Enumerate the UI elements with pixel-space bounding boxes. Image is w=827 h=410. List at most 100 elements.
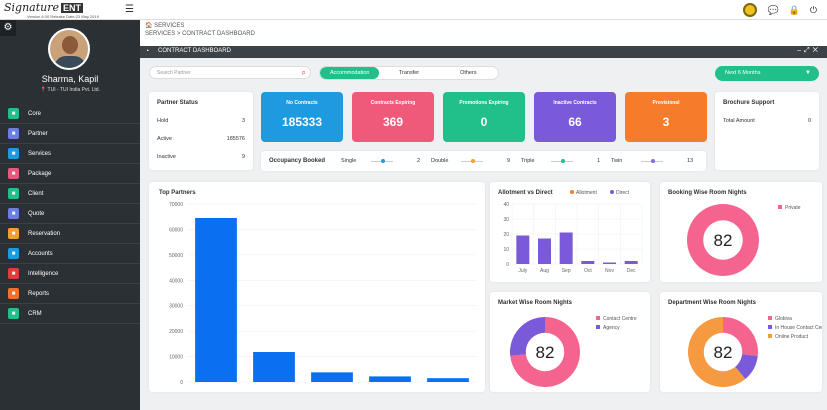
tile-label: Inactive Contracts — [553, 100, 597, 106]
occupancy-slider[interactable] — [551, 159, 573, 163]
search-icon[interactable]: ⌕ — [301, 68, 306, 77]
slider-dot — [561, 159, 565, 163]
y-tick-label: 20 — [503, 232, 509, 238]
dashboard-title: CONTRACT DASHBOARD — [158, 48, 231, 54]
sidebar-item-quote[interactable]: ■ Quote — [0, 204, 140, 224]
occupancy-booked-card: Occupancy Booked Single 2 Double 9 Triple … — [261, 151, 706, 171]
sidebar-item-intelligence[interactable]: ■ Intelligence — [0, 264, 140, 284]
tab-transfer[interactable]: Transfer — [398, 70, 420, 76]
y-tick-label: 70000 — [169, 202, 183, 208]
bar[interactable] — [427, 378, 469, 382]
chat-icon[interactable]: 💬 — [767, 4, 779, 15]
location-pin-icon: 📍 — [40, 87, 48, 93]
top-partners-card: Top Partners 0 10000 20000 30000 40000 50000 60… — [149, 182, 485, 392]
sidebar-item-reports[interactable]: ■ Reports — [0, 284, 140, 304]
sidebar-item-label: Package — [28, 170, 52, 177]
sidebar-item-services[interactable]: ■ Services — [0, 144, 140, 164]
legend-swatch — [596, 325, 600, 329]
booking-wise-chart: Booking Wise Room Nights 82 Private — [668, 190, 801, 276]
bar[interactable] — [253, 351, 295, 382]
sidebar-item-label: Client — [28, 190, 44, 197]
occupancy-slider[interactable] — [461, 159, 483, 163]
donut-hole — [703, 332, 743, 372]
sidebar-item-label: Reports — [28, 290, 50, 297]
y-tick-label: 60000 — [169, 227, 183, 233]
service-tabs: Accommodation Transfer Others — [319, 66, 499, 80]
app-logo[interactable]: Signature ENT — [4, 1, 84, 14]
allotment-direct-chart: Allotment vs Direct Allotment Direct 0 10 20 3… — [498, 190, 643, 274]
x-tick-label: Dec — [627, 268, 636, 274]
sidebar-item-core[interactable]: ■ Core — [0, 104, 140, 124]
legend-label: Globiva — [775, 316, 792, 322]
occupancy-label: Single — [341, 158, 357, 164]
partner-status-row: Inactive 9 — [157, 154, 245, 160]
y-tick-label: 0 — [180, 380, 183, 386]
sidebar-item-client[interactable]: ■ Client — [0, 184, 140, 204]
tile-value: 185333 — [281, 115, 323, 129]
stat-tile-contracts-expiring[interactable]: Contracts Expiring 369 — [352, 92, 434, 142]
booking-wise-card: Booking Wise Room Nights 82 Private — [660, 182, 822, 282]
sidebar-item-label: CRM — [28, 310, 42, 317]
y-tick-label: 30000 — [169, 304, 183, 310]
sidebar-item-label: Partner — [28, 130, 48, 137]
x-tick-label: Oct — [584, 268, 592, 274]
sidebar-item-package[interactable]: ■ Package — [0, 164, 140, 184]
market-wise-card: Market Wise Room Nights 82 Contact Centre A… — [490, 292, 650, 392]
search-partner-input[interactable]: Search Partner ⌕ — [149, 66, 311, 79]
stat-tile-promotions-expiring[interactable]: Promotions Expiring 0 — [443, 92, 525, 142]
y-tick-label: 40 — [503, 202, 509, 208]
sidebar-item-accounts[interactable]: ■ Accounts — [0, 244, 140, 264]
power-icon[interactable]: ⏻ — [809, 4, 817, 15]
home-icon[interactable]: 🏠 — [145, 23, 155, 29]
sidebar-item-partner[interactable]: ■ Partner — [0, 124, 140, 144]
avatar — [48, 28, 90, 70]
close-icon[interactable]: ✕ — [812, 47, 821, 54]
bar[interactable] — [538, 238, 551, 265]
y-tick-label: 10 — [503, 247, 509, 253]
y-tick-label: 40000 — [169, 278, 183, 284]
bar[interactable] — [624, 261, 638, 264]
user-status-icon[interactable] — [743, 3, 758, 17]
brochure-support-card: Brochure Support Total Amount 0 — [715, 92, 819, 170]
x-tick-label: July — [518, 268, 527, 274]
bar[interactable] — [581, 261, 595, 264]
bar[interactable] — [369, 376, 411, 382]
occupancy-title: Occupancy Booked — [269, 158, 326, 164]
y-tick-label: 10000 — [169, 355, 183, 361]
occupancy-label: Double — [431, 158, 449, 164]
chart-title: Department Wise Room Nights — [668, 300, 757, 306]
partner-status-row: Active 185576 — [157, 136, 245, 142]
bar[interactable] — [516, 235, 530, 265]
chart-title: Market Wise Room Nights — [498, 300, 573, 306]
minimize-icon[interactable]: – — [797, 47, 805, 54]
department-wise-chart: Department Wise Room Nights 82 Globiva In H… — [668, 300, 827, 387]
menu-toggle-icon[interactable]: ☰ — [125, 4, 134, 15]
top-bar: Signature ENT Version 6.00 Release Date:2… — [0, 0, 827, 20]
bar[interactable] — [603, 262, 616, 265]
period-select[interactable]: Next 6 Months ▼ — [715, 66, 819, 81]
occupancy-slider[interactable] — [371, 159, 393, 163]
bar[interactable] — [311, 372, 353, 382]
tab-accommodation[interactable]: Accommodation — [320, 67, 380, 79]
partner-icon: ■ — [8, 128, 19, 139]
sidebar-item-reservation[interactable]: ■ Reservation — [0, 224, 140, 244]
stat-tile-no-contracts[interactable]: No Contracts 185333 — [261, 92, 343, 142]
breadcrumb-path[interactable]: SERVICES > CONTRACT DASHBOARD — [145, 31, 255, 37]
bar[interactable] — [559, 232, 573, 265]
donut-hole — [525, 332, 565, 372]
tab-others[interactable]: Others — [460, 70, 477, 76]
bar[interactable] — [195, 217, 237, 382]
tile-value: 3 — [662, 115, 670, 129]
x-tick-label: Sep — [562, 268, 571, 274]
stat-tile-inactive-contracts[interactable]: Inactive Contracts 66 — [534, 92, 616, 142]
tile-label: No Contracts — [286, 100, 318, 106]
search-placeholder: Search Partner — [157, 70, 191, 76]
sidebar: ⚙ Sharma, Kapil 📍 TUI - TUI India Pvt. L… — [0, 20, 140, 410]
occupancy-slider[interactable] — [641, 159, 663, 163]
stat-tile-provisional[interactable]: Provisional 3 — [625, 92, 707, 142]
lock-icon[interactable]: 🔒 — [788, 4, 800, 15]
legend-label: Allotment — [576, 190, 597, 196]
expand-icon[interactable]: ⤢ — [804, 47, 813, 54]
sidebar-item-crm[interactable]: ■ CRM — [0, 304, 140, 324]
settings-gear-icon[interactable]: ⚙ — [0, 20, 16, 36]
